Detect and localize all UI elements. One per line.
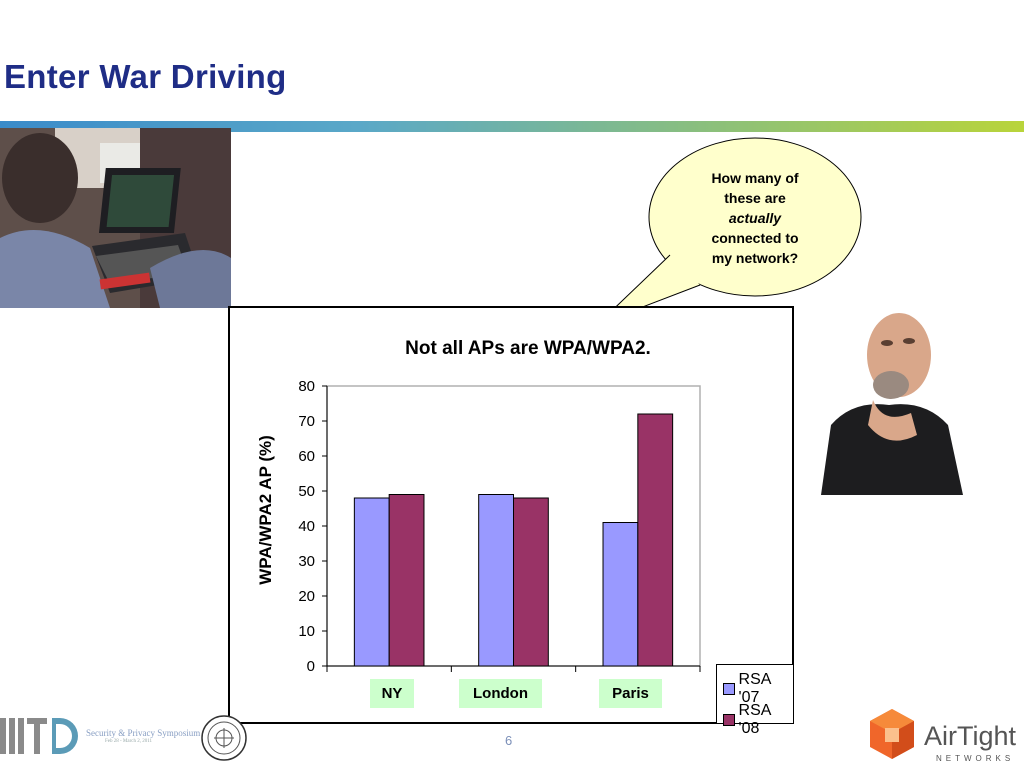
chart-legend: RSA '07 RSA '08 <box>716 664 794 737</box>
callout-line-4: connected to <box>711 230 799 246</box>
callout-text: How many of these are actually connected… <box>680 168 830 268</box>
legend-swatch-rsa08 <box>723 714 735 726</box>
chart-frame <box>228 306 794 724</box>
airtight-logo: AirTight NETWORKS <box>870 709 1017 763</box>
laptop-user-photo <box>0 128 231 308</box>
legend-swatch-rsa07 <box>723 683 735 695</box>
chart-y-axis-label: WPA/WPA2 AP (%) <box>256 435 275 585</box>
slide-number: 6 <box>505 733 513 748</box>
category-label-london: London <box>459 679 542 708</box>
chart-title: Not all APs are WPA/WPA2. <box>405 338 651 359</box>
category-label-ny: NY <box>370 679 414 708</box>
header-gradient-band <box>0 121 1024 132</box>
legend-label-rsa08: RSA '08 <box>738 702 771 737</box>
callout-line-3: actually <box>728 210 782 226</box>
slide-title: Enter War Driving <box>4 58 287 95</box>
iitd-logo <box>0 718 78 754</box>
airtight-brand-sub: NETWORKS <box>936 754 1014 763</box>
airtight-brand-name: AirTight <box>924 721 1017 751</box>
thinking-man-photo <box>813 305 965 495</box>
category-label-paris: Paris <box>599 679 662 708</box>
legend-item-rsa08: RSA '08 <box>723 702 793 738</box>
legend-label-rsa07: RSA '07 <box>738 671 771 706</box>
symposium-dates: Feb 28 - March 2, 2011 <box>105 739 153 744</box>
iitd-seal-icon <box>201 715 247 761</box>
callout-line-5: my network? <box>711 250 799 266</box>
callout-line-1: How many of <box>711 170 799 186</box>
symposium-name: Security & Privacy Symposium <box>86 728 201 738</box>
legend-item-rsa07: RSA '07 <box>723 671 793 707</box>
callout-line-2: these are <box>724 190 786 206</box>
